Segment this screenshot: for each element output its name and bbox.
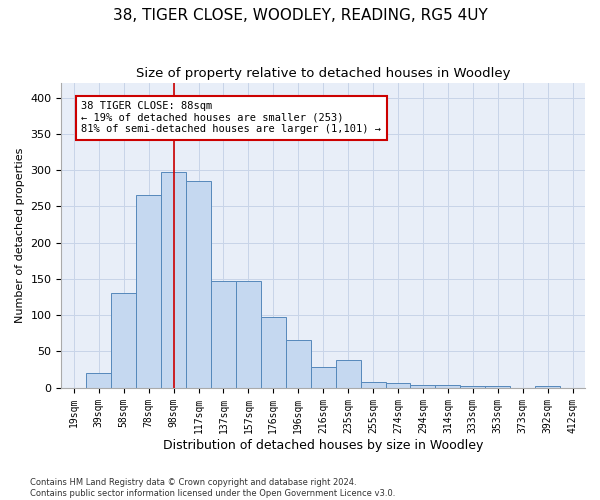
Bar [186,181,211,388]
Bar [236,281,261,388]
Bar [161,172,186,388]
Bar [460,386,485,388]
Bar [535,386,560,388]
X-axis label: Distribution of detached houses by size in Woodley: Distribution of detached houses by size … [163,440,484,452]
Bar [410,386,436,388]
Bar [136,196,161,388]
Bar [436,384,460,388]
Bar [286,340,311,388]
Text: Contains HM Land Registry data © Crown copyright and database right 2024.
Contai: Contains HM Land Registry data © Crown c… [30,478,395,498]
Bar [311,368,335,388]
Bar [361,382,386,388]
Bar [386,383,410,388]
Bar [335,360,361,388]
Bar [111,294,136,388]
Bar [86,373,111,388]
Bar [485,386,510,388]
Text: 38 TIGER CLOSE: 88sqm
← 19% of detached houses are smaller (253)
81% of semi-det: 38 TIGER CLOSE: 88sqm ← 19% of detached … [82,101,382,134]
Bar [211,281,236,388]
Title: Size of property relative to detached houses in Woodley: Size of property relative to detached ho… [136,68,511,80]
Bar [261,318,286,388]
Text: 38, TIGER CLOSE, WOODLEY, READING, RG5 4UY: 38, TIGER CLOSE, WOODLEY, READING, RG5 4… [113,8,487,22]
Y-axis label: Number of detached properties: Number of detached properties [15,148,25,323]
